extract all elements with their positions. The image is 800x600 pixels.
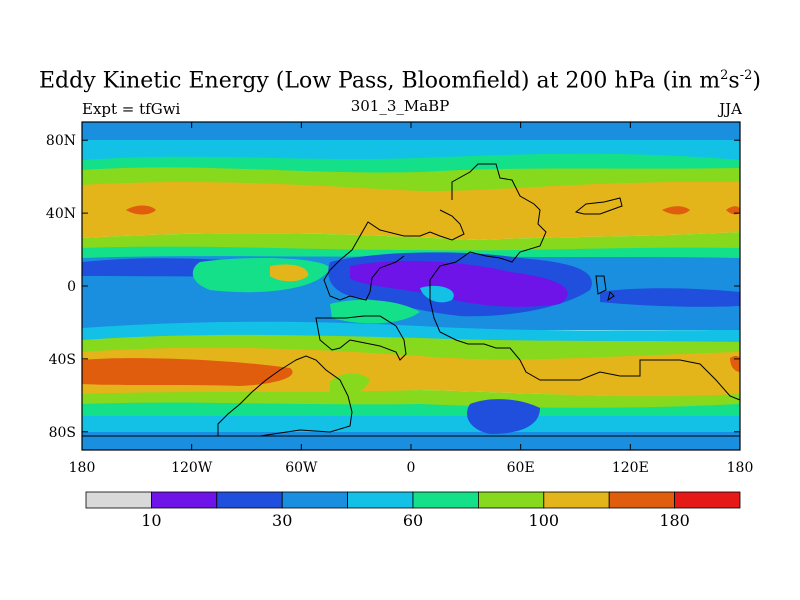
coastlines [82,163,741,437]
colorbar-swatch [347,491,414,509]
center-subtitle: 301_3_MaBP [350,97,450,115]
antarctic-peninsula-outline [217,355,353,437]
band-north-lime2 [82,232,740,252]
south-max-east [730,355,740,372]
y-tick-label: 0 [67,279,76,295]
colorbar-swatch [608,491,676,509]
y-tick-label: 40N [46,206,76,222]
chart-title: Eddy Kinetic Energy (Low Pass, Bloomfiel… [39,68,761,94]
colorbar-swatch [85,491,152,509]
south-max-west [82,358,293,386]
kamchatka-outline [574,197,623,215]
left-subtitle: Expt = tfGwi [82,100,181,118]
x-tick-label: 0 [407,460,416,476]
y-tick-label: 80S [49,425,76,441]
x-tick-label: 180 [727,460,754,476]
antarctic-blue [466,399,540,434]
colorbar-swatch [150,491,218,509]
colorbar-label: 30 [272,511,292,530]
north-max-east [662,206,690,215]
colorbar-swatch [477,491,545,509]
x-tick-label: 180 [69,460,96,476]
colorbar-swatch [543,491,610,509]
y-tick-label: 80N [46,133,76,149]
right-subtitle: JJA [719,100,742,118]
y-axis: 80N 40N 0 40S 80S [46,133,740,441]
colorbar: 10 30 60 100 180 [85,491,741,530]
islands-outline [595,275,615,302]
colorbar-swatch [674,491,741,509]
europe-americas-outline [323,209,465,301]
x-axis: 180 120W 60W 0 60E 120E 180 [69,122,754,476]
colorbar-label: 10 [141,511,161,530]
band-north-jet [82,181,740,240]
band-north-pole [82,122,740,142]
x-tick-label: 60E [507,460,535,476]
colorbar-label: 100 [529,511,560,530]
band-south-green [82,402,740,420]
pacific-yellow-patch [270,264,309,282]
south-lime-patch [330,373,370,396]
y-tick-label: 40S [49,352,76,368]
tropics-violet [350,260,568,307]
contour-field [82,122,740,450]
colorbar-swatch [216,491,283,509]
x-tick-label: 120E [612,460,649,476]
north-max-west [126,205,156,215]
x-tick-label: 60W [285,460,318,476]
south-america-outline [315,315,407,361]
eurasia-africa-outline [429,163,741,401]
band-high-south [82,416,740,436]
colorbar-swatch [412,491,479,509]
colorbar-label: 60 [403,511,423,530]
colorbar-swatch [281,491,349,509]
x-tick-label: 120W [171,460,213,476]
east-pacific-blue [600,288,740,307]
africa-cyan [420,285,454,303]
north-max-edge [726,206,740,215]
colorbar-label: 180 [659,511,690,530]
